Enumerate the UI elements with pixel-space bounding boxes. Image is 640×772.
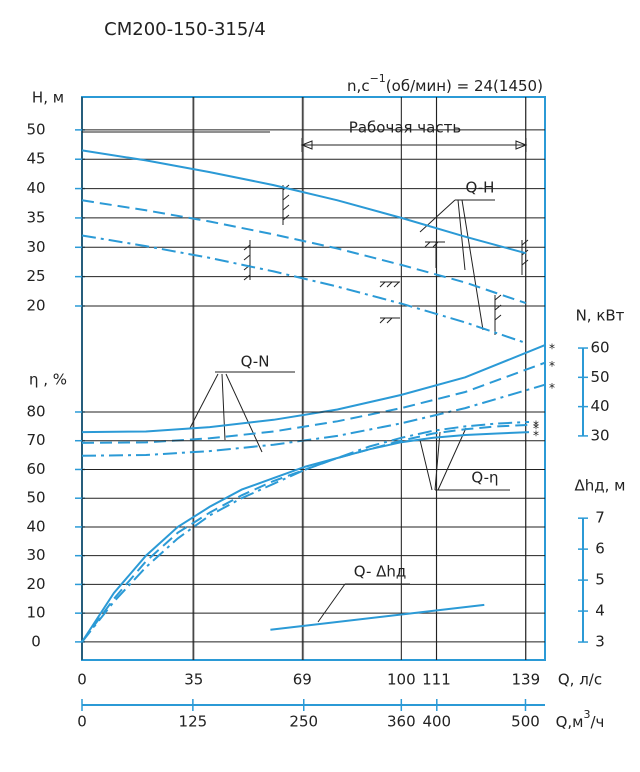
- curve: [81, 431, 530, 643]
- y-tick-label: 40: [26, 517, 45, 535]
- curve: [81, 199, 527, 305]
- leader: [317, 583, 410, 623]
- y-tick-label: 30: [26, 238, 45, 256]
- x2-tick-label: 250: [289, 713, 318, 731]
- working-zone: Рабочая часть: [300, 119, 528, 152]
- curve-marker: *: [533, 429, 539, 443]
- x2-label-suffix: /ч: [590, 713, 604, 731]
- y-tick-label: 0: [31, 632, 41, 650]
- speed-sup: −1: [370, 72, 386, 85]
- y-tick-label: 20: [26, 296, 45, 314]
- y-axis-label: N, кВт: [576, 307, 625, 325]
- limit-hatch: [282, 184, 290, 225]
- x2-label-prefix: Q,м: [556, 713, 584, 731]
- x-tick-label: 139: [512, 671, 541, 689]
- x-tick-label: 0: [77, 671, 87, 689]
- x-tick-label: 111: [422, 671, 451, 689]
- y-tick-label: 4: [595, 602, 605, 620]
- x-tick-label: 100: [387, 671, 416, 689]
- limit-hatch: [379, 281, 400, 324]
- y-tick-label: 45: [26, 150, 45, 168]
- y-tick-label: 20: [26, 575, 45, 593]
- curve-label: Q-H: [466, 179, 495, 197]
- curve-label: Q-N: [241, 353, 270, 371]
- curve: [81, 383, 546, 457]
- x2-tick-label: 500: [511, 713, 540, 731]
- x2-tick-label: 125: [179, 713, 208, 731]
- y-tick-label: 40: [26, 179, 45, 197]
- x-tick-label: 69: [293, 671, 312, 689]
- curve-marker: *: [533, 419, 539, 433]
- curve: [81, 421, 530, 643]
- y-tick-label: 50: [590, 368, 609, 386]
- curve: [81, 344, 546, 434]
- y-tick-label: 50: [26, 120, 45, 138]
- y-tick-label: 5: [595, 571, 605, 589]
- curve-marker: *: [549, 381, 555, 395]
- y-tick-label: 60: [26, 460, 45, 478]
- y-tick-label: 35: [26, 208, 45, 226]
- y-tick-label: 40: [590, 397, 609, 415]
- x2-tick-label: 360: [387, 713, 416, 731]
- x2-axis-label: Q,м3/ч: [556, 708, 605, 731]
- speed-label: n,c−1(об/мин) = 24(1450): [347, 72, 543, 95]
- curve-marker: *: [533, 421, 539, 435]
- working-zone-label: Рабочая часть: [349, 119, 461, 137]
- y-tick-label: 3: [595, 633, 605, 651]
- y-tick-label: 80: [26, 402, 45, 420]
- curve: [81, 234, 527, 344]
- limit-hatch: [494, 239, 529, 335]
- curve: [81, 149, 527, 255]
- limit-hatch: [424, 241, 445, 268]
- y-tick-label: 30: [26, 546, 45, 564]
- y-tick-label: 50: [26, 489, 45, 507]
- curve-label: Q- Δhд: [354, 563, 407, 581]
- zone-arrowheads: [300, 140, 528, 150]
- curve-marker: *: [549, 342, 555, 356]
- curve: [81, 361, 546, 444]
- limit-hatch: [243, 240, 251, 281]
- curve-labels: Q-H Q-N Q-η Q- Δhд: [189, 179, 510, 623]
- curve: [81, 423, 530, 643]
- leader: [419, 427, 510, 491]
- speed-suffix: (об/мин) = 24(1450): [386, 77, 543, 95]
- speed-prefix: n,c: [347, 77, 370, 95]
- x2-label-sup: 3: [583, 708, 590, 721]
- y-tick-label: 60: [590, 339, 609, 357]
- x-tick-label: 35: [184, 671, 203, 689]
- y-axis-label: Δhд, м: [575, 477, 626, 495]
- y-tick-label: 25: [26, 267, 45, 285]
- x2-tick-label: 400: [422, 713, 451, 731]
- y-axis-label: η , %: [29, 370, 67, 388]
- x-axis-label: Q, л/с: [558, 671, 602, 689]
- leader: [189, 371, 295, 453]
- y-tick-label: 6: [595, 540, 605, 558]
- y-axis-label: H, м: [32, 88, 64, 106]
- y-tick-label: 70: [26, 431, 45, 449]
- curve-label: Q-η: [471, 469, 498, 487]
- y-tick-label: 10: [26, 604, 45, 622]
- y-tick-label: 7: [595, 509, 605, 527]
- x2-tick-label: 0: [77, 713, 87, 731]
- curve-marker: *: [549, 359, 555, 373]
- y-tick-label: 30: [590, 426, 609, 444]
- leader: [419, 199, 495, 331]
- curve: [270, 603, 485, 631]
- chart-title: СМ200-150-315/4: [104, 19, 266, 40]
